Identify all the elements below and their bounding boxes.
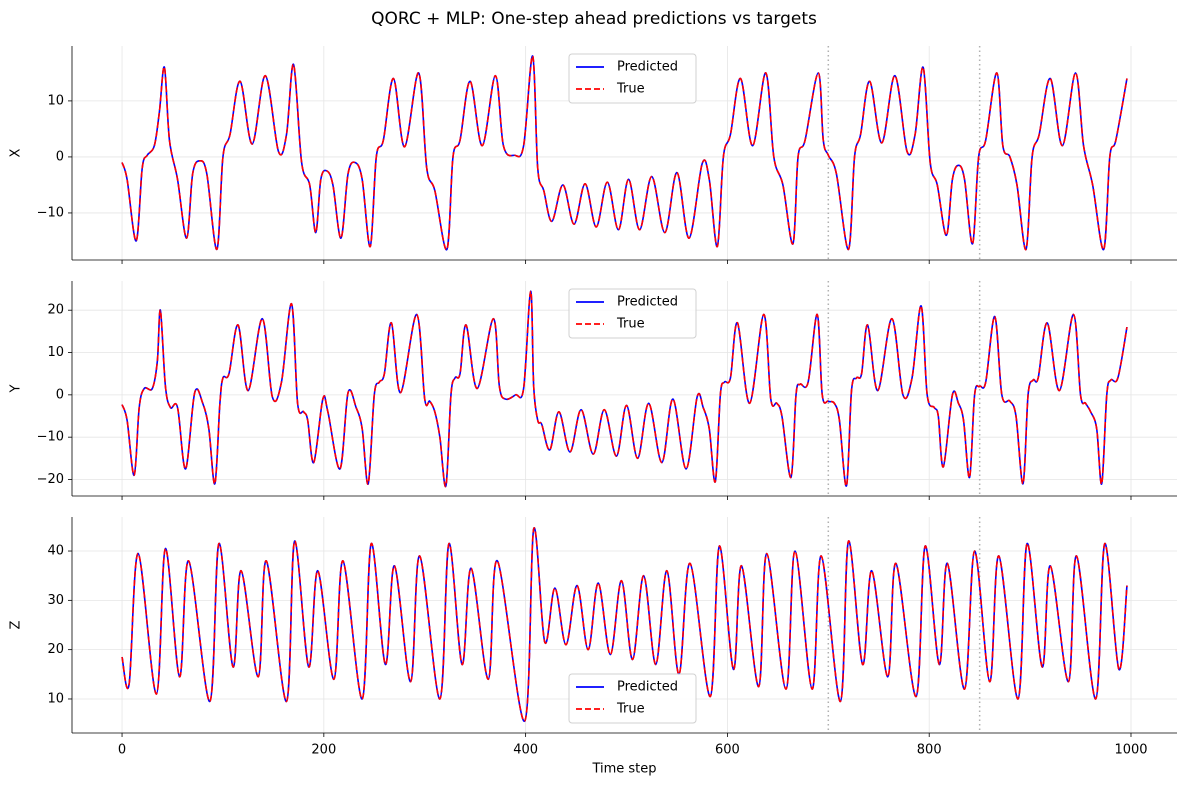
legend-label: Predicted xyxy=(617,60,678,75)
legend-label: True xyxy=(616,702,645,717)
y-axis-label: Y xyxy=(9,384,24,393)
x-tick-label: 800 xyxy=(917,743,942,758)
series-line xyxy=(121,290,1128,488)
x-tick-label: 0 xyxy=(118,743,126,758)
subplot: 0 200 400 600 800 1000 10 20 30 40 Z Time step Predi… xyxy=(9,517,1177,777)
y-tick-label: 40 xyxy=(47,544,64,559)
x-tick-label: 200 xyxy=(311,743,336,758)
x-tick-label: 400 xyxy=(513,743,538,758)
legend-label: True xyxy=(616,317,645,332)
legend-label: Predicted xyxy=(617,295,678,310)
y-tick-label: 30 xyxy=(47,593,64,608)
figure-title: QORC + MLP: One-step ahead predictions v… xyxy=(371,9,817,29)
series-group xyxy=(121,290,1128,488)
y-tick-label: −10 xyxy=(37,205,64,220)
legend: Predicted True xyxy=(568,288,697,339)
y-tick-label: 0 xyxy=(56,387,64,402)
series-group xyxy=(121,527,1128,722)
legend: Predicted True xyxy=(568,53,697,104)
y-tick-label: 10 xyxy=(47,93,64,108)
y-tick-label: 10 xyxy=(47,345,64,360)
series-line xyxy=(121,527,1128,722)
x-axis-label: Time step xyxy=(591,762,656,777)
legend: Predicted True xyxy=(568,673,697,724)
y-tick-label: 20 xyxy=(47,642,64,657)
y-tick-label: 20 xyxy=(47,303,64,318)
y-tick-label: −20 xyxy=(37,472,64,487)
y-tick-label: 0 xyxy=(56,149,64,164)
y-tick-label: −10 xyxy=(37,430,64,445)
series-group xyxy=(121,55,1128,251)
subplot: −10 0 10 X Predicted True xyxy=(9,46,1177,264)
y-axis-label: Z xyxy=(9,620,24,629)
legend-label: True xyxy=(616,82,645,97)
subplot: −20 −10 0 10 20 Y Predicted True xyxy=(9,281,1177,500)
series-line xyxy=(121,55,1128,251)
legend-label: Predicted xyxy=(617,680,678,695)
y-axis-label: X xyxy=(9,148,24,157)
x-tick-label: 1000 xyxy=(1114,743,1147,758)
y-tick-label: 10 xyxy=(47,691,64,706)
x-tick-label: 600 xyxy=(715,743,740,758)
